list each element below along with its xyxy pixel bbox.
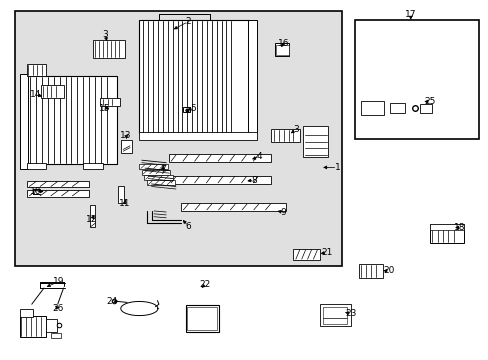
Text: 22: 22 <box>199 280 211 289</box>
Bar <box>185 305 219 332</box>
Bar <box>181 203 285 211</box>
Bar <box>354 20 478 139</box>
Bar <box>100 98 120 106</box>
Bar <box>248 20 257 133</box>
Text: 9: 9 <box>280 208 286 217</box>
Text: 21: 21 <box>320 248 332 257</box>
Bar <box>20 316 46 337</box>
Text: 25: 25 <box>424 97 435 106</box>
Bar <box>20 74 28 169</box>
Text: 24: 24 <box>105 297 117 306</box>
Bar <box>15 11 342 266</box>
Text: 3: 3 <box>102 30 108 39</box>
Bar <box>142 170 170 175</box>
Text: 7: 7 <box>160 165 165 174</box>
Text: 23: 23 <box>345 310 356 319</box>
Bar <box>118 186 124 203</box>
Text: 14: 14 <box>29 90 41 99</box>
Bar <box>27 64 46 76</box>
Text: 12: 12 <box>86 215 98 224</box>
Text: 20: 20 <box>382 266 394 275</box>
Bar <box>187 307 216 330</box>
Text: 8: 8 <box>251 176 257 185</box>
Bar <box>139 20 249 133</box>
Bar <box>419 104 431 113</box>
Text: 16: 16 <box>277 39 289 48</box>
Text: 5: 5 <box>190 104 196 113</box>
Bar <box>274 43 289 56</box>
Bar <box>168 154 271 162</box>
Text: 3: 3 <box>292 125 298 134</box>
Bar <box>139 132 256 140</box>
Bar <box>271 129 299 142</box>
Bar <box>322 307 346 324</box>
Bar <box>27 190 89 197</box>
Bar <box>139 164 167 169</box>
Bar <box>20 309 33 317</box>
Bar <box>146 180 175 185</box>
Bar <box>359 264 382 278</box>
Bar <box>168 176 271 184</box>
Text: 18: 18 <box>453 223 465 232</box>
Text: 19: 19 <box>53 277 64 286</box>
Text: 4: 4 <box>256 152 262 161</box>
Bar <box>183 107 190 112</box>
Bar <box>51 333 61 338</box>
Bar <box>46 319 57 332</box>
Text: 15: 15 <box>99 104 111 113</box>
Text: 1: 1 <box>334 163 340 172</box>
Bar <box>293 249 320 260</box>
Bar <box>389 103 404 113</box>
Bar <box>41 85 64 98</box>
Bar <box>429 224 463 243</box>
Text: 13: 13 <box>120 131 132 140</box>
Bar <box>27 163 46 169</box>
Bar <box>144 175 172 180</box>
Text: 26: 26 <box>52 305 63 313</box>
Text: 2: 2 <box>185 17 191 26</box>
Text: 17: 17 <box>404 10 416 19</box>
Bar <box>360 101 384 115</box>
Bar <box>90 205 95 227</box>
Text: 11: 11 <box>119 199 130 208</box>
Bar <box>93 40 124 58</box>
Bar <box>429 224 463 230</box>
Bar <box>83 163 102 169</box>
Bar <box>275 45 288 55</box>
Bar <box>121 140 132 153</box>
Text: 10: 10 <box>29 187 41 196</box>
Bar <box>27 181 89 187</box>
Text: 6: 6 <box>185 222 191 231</box>
Bar <box>320 304 350 326</box>
Bar <box>303 126 327 157</box>
Bar <box>27 76 117 164</box>
